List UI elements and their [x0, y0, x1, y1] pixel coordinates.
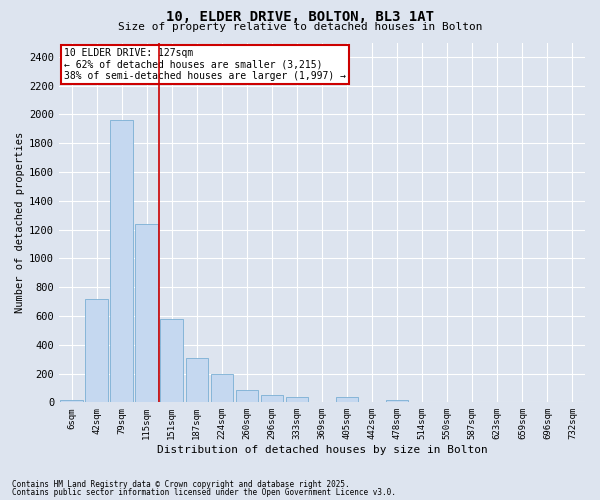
- Bar: [60, 400, 83, 402]
- Bar: [386, 400, 409, 402]
- Bar: [160, 319, 183, 402]
- Bar: [286, 398, 308, 402]
- Y-axis label: Number of detached properties: Number of detached properties: [15, 132, 25, 313]
- Bar: [110, 120, 133, 403]
- Bar: [336, 398, 358, 402]
- Bar: [136, 224, 158, 402]
- Bar: [260, 395, 283, 402]
- Bar: [211, 374, 233, 402]
- Text: Contains public sector information licensed under the Open Government Licence v3: Contains public sector information licen…: [12, 488, 396, 497]
- Text: Size of property relative to detached houses in Bolton: Size of property relative to detached ho…: [118, 22, 482, 32]
- Text: 10 ELDER DRIVE: 127sqm
← 62% of detached houses are smaller (3,215)
38% of semi-: 10 ELDER DRIVE: 127sqm ← 62% of detached…: [64, 48, 346, 81]
- Bar: [185, 358, 208, 403]
- Bar: [236, 390, 258, 402]
- X-axis label: Distribution of detached houses by size in Bolton: Distribution of detached houses by size …: [157, 445, 487, 455]
- Text: 10, ELDER DRIVE, BOLTON, BL3 1AT: 10, ELDER DRIVE, BOLTON, BL3 1AT: [166, 10, 434, 24]
- Bar: [85, 300, 108, 403]
- Text: Contains HM Land Registry data © Crown copyright and database right 2025.: Contains HM Land Registry data © Crown c…: [12, 480, 350, 489]
